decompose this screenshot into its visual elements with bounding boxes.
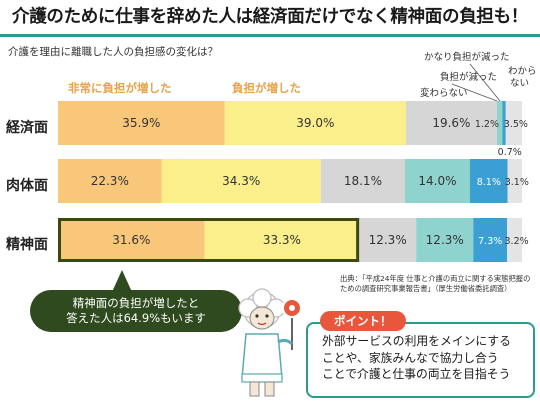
- page-title: 介護のために仕事を辞めた人は経済面だけでなく精神面の負担も！: [0, 0, 540, 37]
- bar-mental-increased: [204, 218, 360, 262]
- bar-economic-unknown: [505, 101, 522, 145]
- legend-increased: 負担が増した: [232, 81, 301, 95]
- source-label: 出典：: [340, 274, 362, 283]
- source-text: 「平成24年度 仕事と介護の両立に関する実態把握のための調査研究事業報告書」（厚…: [340, 274, 531, 293]
- bar-label-mental-increased: 33.3%: [263, 233, 301, 247]
- bar-physical-greatly-increased: [58, 159, 162, 203]
- bar-physical-unknown: [507, 159, 522, 203]
- bar-economic-increased: [224, 101, 406, 145]
- bar-label-mental-greatly-decreased: 7.3%: [478, 236, 502, 247]
- leader-line-decreased: [451, 83, 498, 102]
- bar-label-mental-decreased: 12.3%: [426, 233, 464, 247]
- bar-label-physical-unknown: 3.1%: [505, 177, 529, 188]
- bar-mental-unknown: [507, 218, 522, 262]
- legend-unchanged: 変わらない: [420, 88, 468, 99]
- bar-physical-greatly-decreased: [469, 159, 508, 203]
- point-line3: ことで介護と仕事の両立を目指そう: [322, 367, 511, 381]
- point-box: [306, 322, 535, 398]
- callout-bubble: 精神面の負担が増したと 答えた人は64.9%もいます: [30, 290, 242, 332]
- point-text: 外部サービスの利用をメインにする ことや、家族みんなで協力し合う ことで介護と仕…: [322, 333, 528, 383]
- bar-label-economic-unknown: 3.5%: [504, 119, 528, 130]
- legend-greatly-decreased: かなり負担が減った: [424, 52, 510, 63]
- bar-mental-greatly-decreased: [473, 218, 508, 262]
- bar-economic-unchanged: [405, 101, 497, 145]
- bar-label-physical-greatly-decreased: 8.1%: [477, 177, 501, 188]
- leader-line-greatly-decreased: [469, 63, 501, 102]
- bar-label-physical-greatly-increased: 22.3%: [91, 174, 129, 188]
- bar-label-mental-unchanged: 12.3%: [369, 233, 407, 247]
- bar-physical-unchanged: [320, 159, 405, 203]
- bar-label-mental-greatly-increased: 31.6%: [112, 233, 150, 247]
- sheep-caregiver-illustration: [238, 288, 302, 397]
- bar-label-economic-increased: 39.0%: [296, 116, 334, 130]
- legend-unknown-line2: ない: [510, 78, 530, 89]
- callout-tail: [112, 270, 132, 292]
- chart-subtitle: 介護を理由に離職した人の負担感の変化は？: [8, 46, 218, 58]
- bar-mental-greatly-increased: [58, 218, 205, 262]
- bar-economic-decreased: [496, 101, 503, 145]
- callout-line1: 精神面の負担が増したと: [72, 296, 200, 310]
- bar-label-economic-greatly-decreased: 0.7%: [498, 147, 522, 158]
- legend-unknown-line1: わから: [508, 66, 537, 77]
- bar-label-economic-greatly-increased: 35.9%: [122, 116, 160, 130]
- point-line1: 外部サービスの利用をメインにする: [322, 334, 511, 348]
- bar-mental-decreased: [416, 218, 474, 262]
- bar-label-mental-unknown: 3.2%: [505, 236, 529, 247]
- row-label-physical: 肉体面: [6, 178, 48, 194]
- bar-label-economic-decreased: 1.2%: [475, 119, 499, 130]
- bar-economic-greatly-decreased: [502, 101, 506, 145]
- point-badge: ポイント！: [320, 311, 406, 331]
- bar-label-physical-unchanged: 18.1%: [344, 174, 382, 188]
- row-label-mental: 精神面: [6, 237, 48, 253]
- point-line2: ことや、家族みんなで協力し合う: [322, 350, 499, 365]
- bar-physical-decreased: [404, 159, 470, 203]
- source-note: 出典：「平成24年度 仕事と介護の両立に関する実態把握のための調査研究事業報告書…: [340, 274, 536, 294]
- bar-label-economic-unchanged: 19.6%: [432, 116, 470, 130]
- highlight-box-mental: [58, 218, 360, 262]
- bar-mental-unchanged: [359, 218, 417, 262]
- legend-decreased: 負担が減った: [440, 72, 498, 83]
- callout-line2: 答えた人は64.9%もいます: [66, 311, 206, 325]
- row-label-economic: 経済面: [6, 120, 48, 136]
- bar-physical-increased: [161, 159, 321, 203]
- legend-greatly-increased: 非常に負担が増した: [68, 81, 172, 95]
- bar-economic-greatly-increased: [58, 101, 225, 145]
- bar-label-physical-decreased: 14.0%: [418, 174, 456, 188]
- bar-label-physical-increased: 34.3%: [222, 174, 260, 188]
